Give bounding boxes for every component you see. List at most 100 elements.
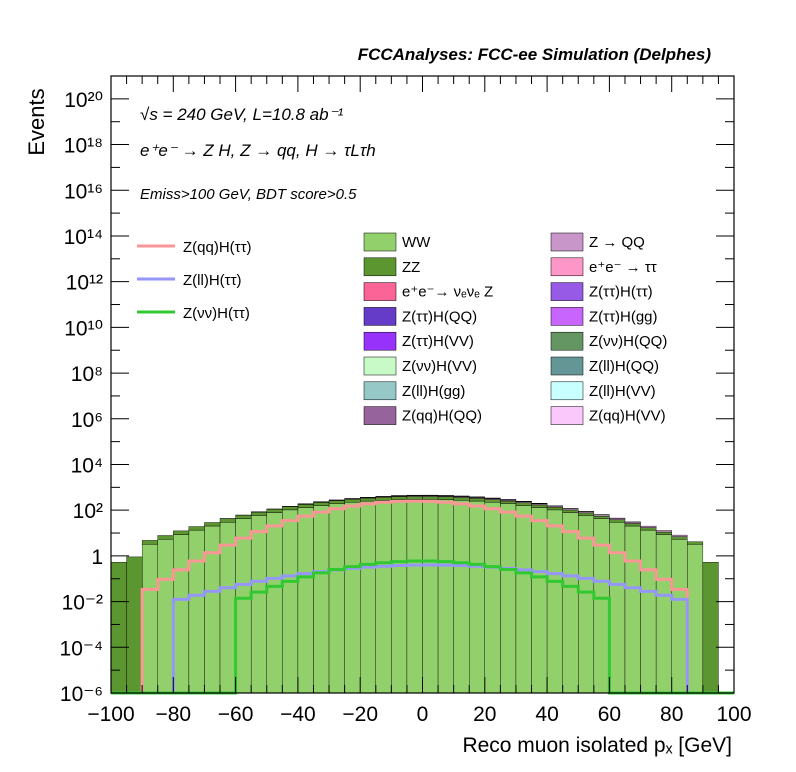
chart-title: FCCAnalyses: FCC-ee Simulation (Delphes) <box>358 45 712 64</box>
bar-zz <box>282 506 299 511</box>
legend-swatch <box>550 356 584 376</box>
legend-swatch <box>550 331 584 351</box>
bar-zz <box>593 515 610 519</box>
legend-swatch <box>550 232 584 252</box>
bar-ww <box>422 499 439 694</box>
bar-ww <box>266 512 283 694</box>
legend-label: Z(ll)H(gg) <box>402 383 465 400</box>
bar-ww <box>344 502 361 694</box>
x-tick-label: 0 <box>417 703 429 726</box>
x-tick-label: 40 <box>535 703 558 726</box>
bar-zz <box>360 497 376 502</box>
legend-label: WW <box>402 234 431 251</box>
legend-label: Z(ττ)H(gg) <box>589 308 658 325</box>
y-tick-label: 1 <box>91 546 103 569</box>
x-tick-label: −40 <box>280 703 316 726</box>
bar-zz <box>437 496 454 500</box>
bar-ww <box>141 543 158 694</box>
bar-z-qq <box>671 534 688 537</box>
legend-label: Z(ττ)H(QQ) <box>402 308 477 325</box>
bar-zz <box>204 522 221 527</box>
bar-zz <box>469 498 486 502</box>
x-axis-label: Reco muon isolated pₓ [GeV] <box>462 734 732 757</box>
bar-zz <box>484 499 501 503</box>
bar-ww <box>360 500 376 694</box>
y-tick-label: 10⁴ <box>71 454 103 477</box>
legend-swatch <box>363 282 397 301</box>
bar-zz <box>531 504 548 508</box>
legend-label: Z(νν)H(ττ) <box>183 305 250 322</box>
process-annotation: e⁺e⁻ → Z H, Z → qq, H → τLτh <box>140 141 376 160</box>
bar-zz <box>406 496 423 500</box>
bar-zz <box>219 518 236 523</box>
bar-ww <box>437 499 454 694</box>
signal-z-ll-h- <box>111 563 734 695</box>
bar-zz <box>235 515 252 519</box>
legend-label: Z(νν)H(QQ) <box>589 333 667 350</box>
bar-ww <box>609 522 626 694</box>
legend-swatch <box>363 356 397 376</box>
x-tick-label: 80 <box>660 703 683 726</box>
bar-ww <box>157 539 174 694</box>
legend-label: Z(ll)H(ττ) <box>183 272 242 289</box>
bar-zz <box>297 504 314 508</box>
signal-z-qq-h- <box>111 499 734 695</box>
bar-ww <box>531 507 548 694</box>
bar-zz <box>141 540 158 545</box>
y-tick-label: 10¹² <box>66 272 103 295</box>
legend-swatch <box>363 381 397 401</box>
legend-label: Z(νν)H(VV) <box>402 358 477 375</box>
legend-label: Z(qq)H(VV) <box>589 408 666 425</box>
x-tick-label: −20 <box>342 703 378 726</box>
bar-zz <box>188 526 205 531</box>
y-tick-label: 10⁻⁶ <box>60 683 103 706</box>
bar-zz <box>328 500 345 504</box>
legend-label: ZZ <box>402 259 420 276</box>
legend-swatch <box>550 406 584 425</box>
bar-ww <box>578 515 595 694</box>
legend-label: e⁺e⁻ → ττ <box>589 259 657 276</box>
legend: Z(qq)H(ττ) Z(ll)H(ττ) Z(νν)H(ττ) WW Z → QQ ZZ… <box>137 232 667 425</box>
stacked-histogram-bars <box>110 494 719 694</box>
bar-zz <box>126 556 143 694</box>
y-tick-label: 10⁻⁴ <box>60 637 103 660</box>
bar-zz <box>655 531 672 535</box>
y-tick-label: 10⁻² <box>62 592 103 615</box>
bar-zz <box>391 496 408 500</box>
bar-zz <box>157 535 174 540</box>
bar-ww <box>562 512 579 694</box>
legend-label: Z → QQ <box>589 234 645 251</box>
bar-zz <box>640 527 657 531</box>
bar-zz <box>515 502 532 506</box>
bar-ww <box>313 505 330 694</box>
bar-zz <box>266 509 283 513</box>
x-tick-label: 20 <box>473 703 496 726</box>
legend-swatch <box>363 257 397 277</box>
legend-swatch <box>363 307 397 326</box>
bar-ww <box>687 543 704 694</box>
legend-swatch <box>550 307 584 326</box>
bar-ww <box>624 525 641 694</box>
y-axis-label: Events <box>24 88 49 155</box>
bar-zz <box>375 497 392 501</box>
legend-swatch <box>363 232 397 252</box>
bar-ww <box>453 500 470 694</box>
bar-zz <box>344 499 361 503</box>
bar-ww <box>282 509 299 694</box>
bar-zz <box>624 523 641 527</box>
bar-z-qq <box>655 530 672 533</box>
selection-annotation: Emiss>100 GeV, BDT score>0.5 <box>140 186 357 203</box>
bar-ww <box>204 525 221 694</box>
energy-annotation: √s = 240 GeV, L=10.8 ab⁻¹ <box>140 105 344 124</box>
bar-ww <box>640 529 657 694</box>
bar-ww <box>406 499 423 694</box>
legend-label: e⁺e⁻→ νₑνₑ Z <box>402 284 493 301</box>
legend-label: Z(ττ)H(VV) <box>402 333 474 350</box>
axis-ticks: −100 −80 −60 −40 −20 0 20 40 60 80 100 10⁻⁶ 10⁻⁴ 10⁻²… <box>60 76 752 726</box>
y-tick-label: 10⁶ <box>71 409 103 432</box>
bar-z-qq <box>640 525 657 528</box>
bar-ww <box>297 507 314 694</box>
bar-z-qq <box>609 518 626 520</box>
bar-ww <box>173 534 190 694</box>
